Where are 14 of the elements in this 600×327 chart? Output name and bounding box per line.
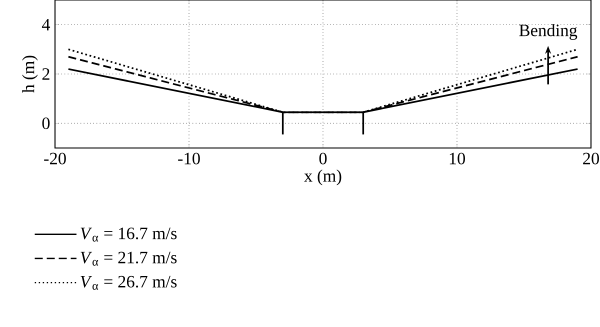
legend-label: V$_{α}$ = 16.7 m/s <box>80 228 177 242</box>
y-axis-title: h (m) <box>22 56 38 93</box>
y-tick-label: 2 <box>42 68 50 80</box>
annotation: Bending <box>519 24 578 40</box>
legend-label: V$_{α}$ = 21.7 m/s <box>80 252 177 266</box>
x-tick-label: -10 <box>178 152 200 164</box>
y-tick-label: 0 <box>42 117 50 130</box>
x-tick-label: -20 <box>44 152 66 164</box>
x-tick-label: 0 <box>319 152 327 164</box>
x-axis-title: x (m) <box>304 170 342 186</box>
y-tick-label: 4 <box>42 18 50 30</box>
legend-label: V$_{α}$ = 26.7 m/s <box>80 276 177 290</box>
x-tick-label: 10 <box>450 152 466 164</box>
x-tick-label: 20 <box>583 152 599 164</box>
